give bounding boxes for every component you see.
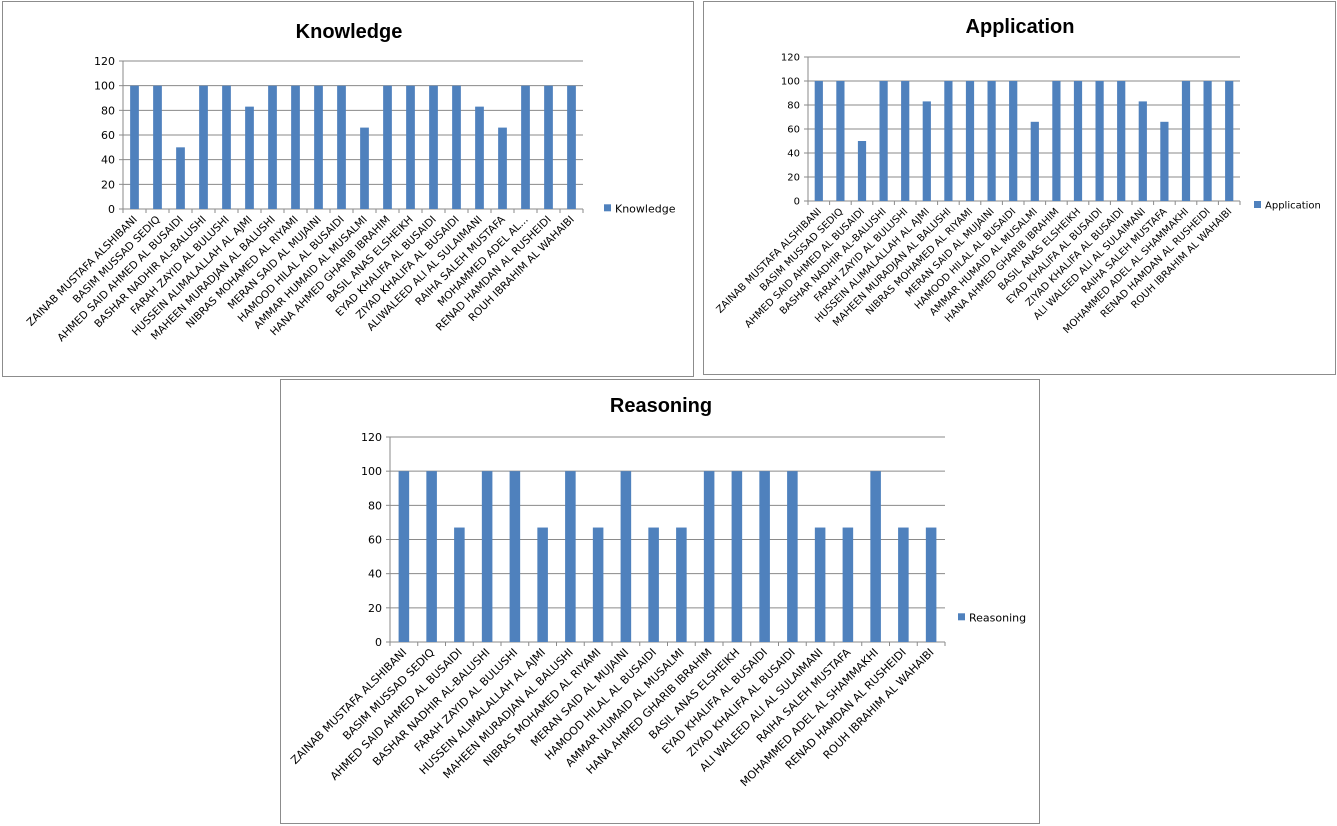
bar [870,471,881,642]
y-tick-label: 100 [361,465,382,478]
y-tick-label: 40 [101,154,115,167]
bar [454,527,465,642]
bar [1009,81,1018,201]
bar [1138,101,1147,201]
bar [1160,121,1169,201]
bar [620,471,632,642]
bar [521,85,530,209]
bar [987,81,996,201]
y-tick-label: 20 [368,602,382,615]
bar [1203,81,1212,201]
bar [1225,81,1234,201]
bar [176,147,185,209]
bar [429,85,438,209]
bar [314,85,323,209]
bar [731,471,743,642]
y-tick-label: 120 [781,53,800,64]
y-tick-label: 100 [781,77,800,88]
y-tick-label: 20 [101,178,115,191]
knowledge-chart-title: Knowledge [296,21,403,43]
legend-label: Knowledge [615,203,676,216]
y-tick-label: 120 [94,55,115,68]
bar [965,81,975,201]
bar [481,471,493,642]
bar [130,85,139,209]
chart-knowledge: Knowledge 0 20 40 60 80 100 120 ZAINAB MUSTAFA A… [2,1,694,377]
bar [814,527,826,642]
y-tick-label: 40 [787,149,800,160]
bar [703,471,715,642]
bar [1073,81,1083,201]
y-tick-label: 20 [787,173,800,184]
bar [592,527,604,642]
y-tick-label: 0 [794,197,800,208]
bar [1181,81,1191,201]
bar [944,81,953,201]
bar [925,527,937,642]
bar [1052,81,1061,201]
y-tick-label: 80 [101,104,115,117]
bar [787,471,798,642]
bar [676,527,687,642]
bar [426,471,437,642]
bar [1117,81,1126,201]
bar [475,106,484,209]
y-tick-label: 80 [787,101,800,112]
legend-swatch [958,613,965,621]
bar [199,85,208,209]
y-tick-label: 60 [368,533,382,546]
chart-reasoning: Reasoning 0 20 40 60 80 100 120 ZAINAB MUSTAFA A… [280,379,1040,824]
legend-label: Reasoning [969,612,1026,625]
bar [537,527,548,642]
y-tick-label: 0 [108,203,115,216]
bar [509,471,521,642]
legend-swatch [1254,201,1261,208]
reasoning-chart-title: Reasoning [610,395,712,417]
application-chart-title: Application [966,16,1075,38]
y-tick-label: 0 [375,636,382,649]
bar [544,85,553,209]
bar [268,85,277,209]
bar [452,85,461,209]
bar [1095,81,1104,201]
y-tick-label: 40 [368,568,382,581]
y-tick-label: 80 [368,499,382,512]
y-tick-label: 100 [94,80,115,93]
bar [398,471,410,642]
bar [337,85,346,209]
bar [383,85,392,209]
bar [842,527,854,642]
bar [857,141,867,201]
legend-swatch [604,204,611,212]
bar [245,106,254,209]
bar [901,81,910,201]
bar [565,471,576,642]
y-tick-label: 60 [787,125,800,136]
bar [879,81,888,201]
bar [498,127,507,209]
chart-application: Application 0 20 40 60 80 100 120 ZAINAB MUSTAFA… [703,1,1336,375]
bar [153,85,162,209]
bar [836,81,845,201]
bar [360,127,369,209]
bar [898,527,909,642]
bar [759,471,770,642]
bar [567,85,576,209]
bar [222,85,231,209]
bar [291,85,300,209]
legend-label: Application [1265,201,1321,212]
bar [1030,121,1039,201]
bar [922,101,931,201]
bar [814,81,823,201]
bar [648,527,659,642]
y-tick-label: 60 [101,129,115,142]
y-tick-label: 120 [361,431,382,444]
bar [406,85,415,209]
